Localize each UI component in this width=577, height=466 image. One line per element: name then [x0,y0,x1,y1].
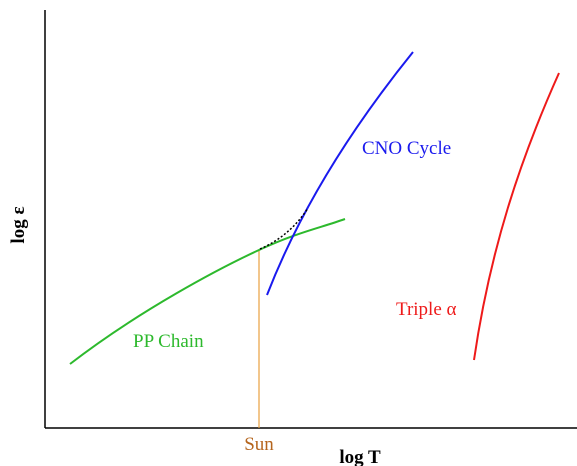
cno-curve [266,51,414,296]
curve-label: Triple α [396,299,457,320]
curve-label: CNO Cycle [362,138,451,159]
transition-curve [259,207,309,250]
y-axis-label: log ε [8,206,29,243]
curve-label: PP Chain [133,331,204,352]
x-axis-label: log T [339,447,381,466]
pp-curve [69,218,346,365]
triple-alpha-curve [473,72,560,361]
sun-label: Sun [244,434,274,455]
